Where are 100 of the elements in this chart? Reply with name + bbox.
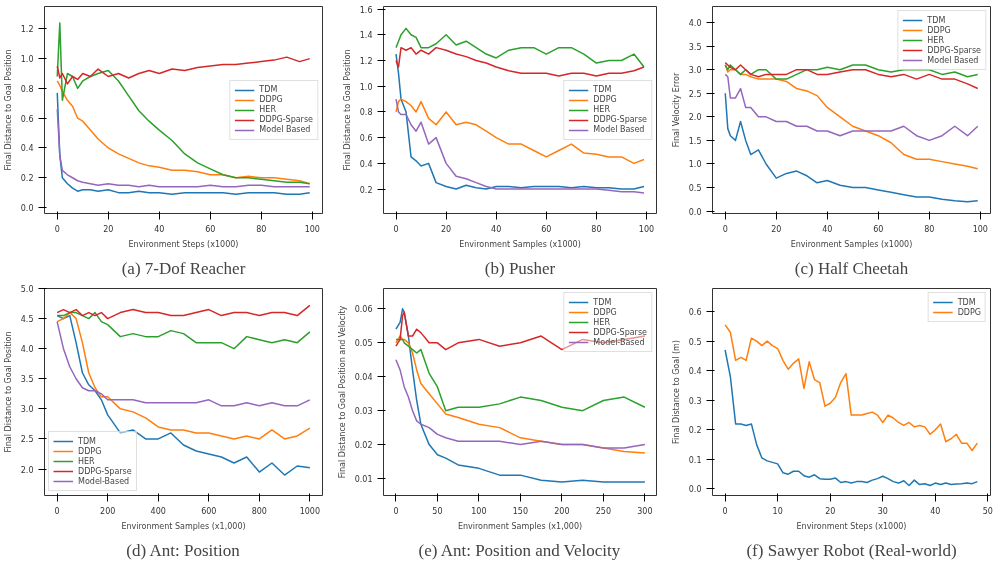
x-axis-title: Environment Samples (x1,000) [457, 521, 583, 531]
legend-label: Model-Based [78, 476, 130, 486]
x-tick-label: 800 [251, 506, 267, 516]
legend-label: DDPG [259, 94, 283, 105]
y-tick-label: 0.4 [20, 144, 34, 154]
legend-label: TDM [259, 84, 279, 95]
x-tick-label: 60 [205, 224, 216, 234]
text: (e) Ant: Position and Velocity [418, 540, 621, 560]
x-tick-label: 60 [873, 224, 884, 234]
legend-label: Model Based [927, 55, 979, 65]
legend-label: DDPG-Sparse [927, 45, 981, 55]
y-tick-label: 3.5 [20, 375, 34, 385]
y-tick-label: 0.06 [354, 305, 373, 315]
y-tick-label: 0.1 [688, 455, 702, 465]
legend-label: DDPG-Sparse [259, 114, 313, 125]
x-tick-label: 0 [54, 506, 60, 516]
legend-label: DDPG-Sparse [593, 327, 647, 337]
y-axis-title: Final Distance to Goal Position [342, 49, 352, 171]
y-tick-label: 0.8 [20, 84, 34, 94]
y-tick-label: 0.6 [359, 134, 373, 144]
x-tick-label: 0 [722, 506, 728, 516]
y-axis-title: Final Velocity Error [671, 72, 681, 148]
x-tick-label: 250 [595, 506, 612, 516]
legend-label: HER [593, 317, 611, 327]
x-axis-title: Environment Samples (x1,000) [121, 521, 246, 531]
text: (f) Sawyer Robot (Real-world) [746, 540, 957, 560]
x-tick-label: 0 [393, 506, 399, 516]
x-tick-label: 100 [972, 224, 988, 234]
legend-label: DDPG-Sparse [78, 466, 132, 476]
legend-label: DDPG [593, 307, 617, 317]
y-tick-label: 0.5 [688, 184, 702, 194]
y-tick-label: 1.0 [688, 160, 702, 170]
text: (c) Half Cheetah [794, 258, 909, 278]
y-tick-label: 4.0 [20, 345, 34, 355]
legend-label: TDM [927, 15, 947, 25]
y-tick-label: 0.2 [20, 174, 34, 184]
x-tick-label: 20 [771, 224, 782, 234]
y-tick-label: 0.0 [688, 207, 702, 217]
y-tick-label: 0.4 [688, 367, 702, 377]
y-tick-label: 2.5 [688, 89, 702, 99]
y-tick-label: 0.2 [688, 426, 702, 436]
y-tick-label: 3.0 [20, 405, 34, 415]
y-tick-label: 2.5 [20, 435, 34, 445]
y-tick-label: 1.2 [359, 57, 373, 66]
legend-label: DDPG-Sparse [593, 114, 647, 125]
y-tick-label: 1.6 [359, 5, 373, 15]
y-tick-label: 0.3 [688, 396, 702, 406]
y-tick-label: 1.0 [20, 55, 34, 65]
x-tick-label: 150 [512, 506, 529, 516]
x-tick-label: 20 [103, 224, 114, 234]
x-tick-label: 100 [471, 506, 487, 516]
x-tick-label: 40 [491, 224, 502, 234]
x-tick-label: 300 [637, 506, 653, 516]
legend-label: Model-Based [593, 337, 645, 347]
x-tick-label: 200 [554, 506, 570, 516]
y-tick-label: 0.03 [354, 407, 373, 417]
x-tick-label: 40 [930, 506, 941, 516]
x-tick-label: 30 [877, 506, 888, 516]
x-tick-label: 20 [825, 506, 836, 516]
y-tick-label: 0.0 [20, 204, 34, 214]
y-tick-label: 0.6 [20, 114, 34, 124]
y-tick-label: 1.0 [359, 82, 373, 92]
y-axis-title: Final Distance to Goal Position [3, 49, 13, 171]
x-tick-label: 10 [772, 506, 783, 516]
x-tick-label: 0 [54, 224, 60, 234]
y-tick-label: 1.2 [20, 25, 34, 35]
legend-label: Model Based [259, 124, 311, 135]
y-tick-label: 2.0 [688, 113, 702, 123]
y-tick-label: 4.0 [688, 19, 702, 29]
x-tick-label: 400 [150, 506, 166, 516]
legend-label: TDM [593, 84, 613, 95]
legend-label: HER [78, 456, 96, 466]
x-tick-label: 0 [393, 224, 399, 234]
x-tick-label: 80 [924, 224, 935, 234]
legend-label: HER [927, 35, 945, 45]
y-tick-label: 0.05 [354, 339, 373, 349]
x-axis-title: Environment Samples (x1000) [459, 239, 581, 249]
y-tick-label: 5.0 [20, 285, 34, 294]
y-tick-label: 0.5 [688, 337, 702, 347]
y-axis-title: Final Distance to Goal Position and Velocity [337, 305, 347, 479]
y-tick-label: 0.0 [688, 485, 702, 495]
legend-label: DDPG [593, 94, 617, 105]
x-tick-label: 40 [154, 224, 165, 234]
x-tick-label: 80 [256, 224, 267, 234]
text: (b) Pusher [484, 258, 556, 278]
legend-label: HER [593, 104, 611, 115]
x-tick-label: 60 [541, 224, 552, 234]
x-tick-label: 200 [100, 506, 116, 516]
x-axis-title: Environment Steps (x1000) [796, 521, 907, 531]
x-tick-label: 80 [591, 224, 602, 234]
x-tick-label: 40 [822, 224, 833, 234]
x-tick-label: 600 [201, 506, 217, 516]
x-tick-label: 50 [432, 506, 443, 516]
x-axis-title: Environment Samples (x1000) [790, 239, 913, 249]
x-tick-label: 0 [722, 224, 728, 234]
legend-label: Model Based [593, 124, 645, 135]
x-tick-label: 100 [304, 224, 320, 234]
y-tick-label: 0.8 [359, 108, 373, 118]
legend-label: DDPG [957, 307, 981, 317]
y-tick-label: 3.5 [688, 42, 702, 52]
